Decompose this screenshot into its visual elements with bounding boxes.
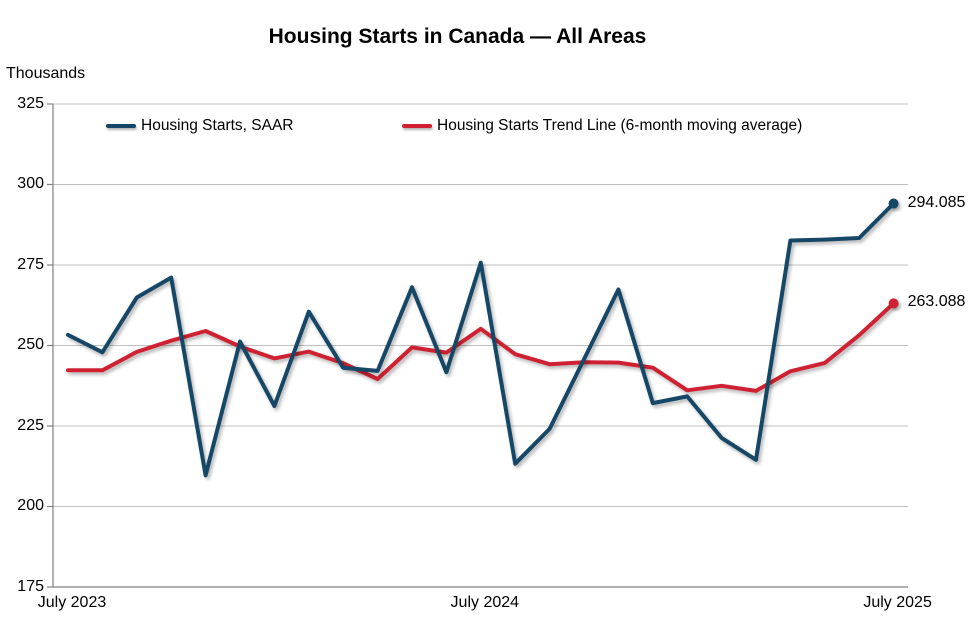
y-tick-label: 225 (17, 416, 44, 434)
x-tick-label: July 2025 (863, 594, 932, 611)
y-tick-label: 275 (17, 255, 44, 273)
series-line-saar (66, 201, 896, 478)
legend-item-trend: Housing Starts Trend Line (6-month movin… (402, 117, 802, 135)
x-tick-label: July 2023 (37, 594, 107, 611)
legend-label-saar: Housing Starts, SAAR (141, 117, 294, 134)
y-axis-unit-label: Thousands (6, 65, 86, 82)
y-tick-label: 250 (17, 336, 44, 353)
y-tick-label: 175 (17, 577, 44, 595)
y-tick-label: 325 (17, 94, 44, 112)
legend-label-trend: Housing Starts Trend Line (6-month movin… (437, 117, 803, 134)
legend-swatch-trend-line (402, 123, 432, 129)
series-line-trend (66, 301, 896, 393)
end-label-saar: 294.085 (907, 193, 966, 211)
legend-swatch-saar-line (106, 123, 136, 129)
y-tick-label: 200 (17, 497, 44, 514)
legend-item-saar: Housing Starts, SAAR (106, 117, 293, 135)
end-marker-trend (888, 298, 899, 309)
chart-title: Housing Starts in Canada — All Areas (268, 25, 647, 48)
end-label-trend: 263.088 (907, 293, 966, 311)
end-marker-saar (888, 198, 899, 209)
x-tick-label: July 2024 (450, 594, 520, 611)
y-tick-label: 300 (17, 175, 44, 192)
